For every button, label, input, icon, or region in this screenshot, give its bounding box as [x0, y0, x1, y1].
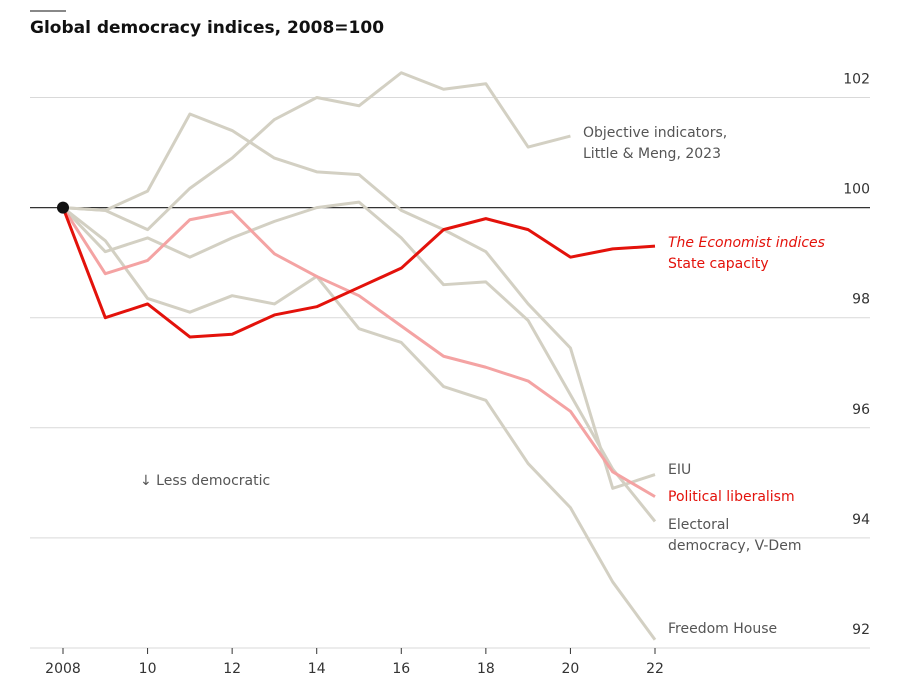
x-tick-label: 22 — [646, 661, 664, 677]
legend-label: Electoral democracy, V-Dem — [668, 517, 802, 554]
y-tick-label: 98 — [852, 292, 870, 308]
series-line — [61, 207, 656, 339]
x-tick-label: 14 — [308, 661, 326, 677]
x-tick-label: 12 — [223, 661, 241, 677]
annotation: ↓ Less democratic — [140, 473, 271, 489]
series-line — [61, 200, 657, 523]
y-tick-label: 102 — [843, 72, 870, 88]
x-tick-label: 2008 — [45, 661, 81, 677]
x-tick-label: 18 — [477, 661, 495, 677]
chart-title: Global democracy indices, 2008=100 — [30, 18, 385, 38]
start-point — [57, 201, 69, 214]
series-line — [62, 206, 657, 641]
series-line — [62, 71, 571, 232]
y-tick-label: 94 — [852, 512, 870, 528]
y-tick-label: 96 — [852, 402, 870, 418]
series-line — [62, 112, 656, 490]
x-tick-label: 10 — [139, 661, 157, 677]
group-label: The Economist indices — [668, 235, 825, 251]
y-tick-label: 100 — [843, 182, 870, 198]
series-line — [61, 206, 656, 498]
legend-label: Political liberalism — [668, 489, 795, 505]
legend-label: EIU — [668, 462, 692, 478]
legend-label: Freedom House — [668, 621, 778, 637]
y-tick-label: 92 — [852, 622, 870, 638]
legend-label: State capacity — [668, 256, 769, 272]
legend-label: Objective indicators, Little & Meng, 202… — [583, 125, 728, 162]
x-tick-label: 16 — [392, 661, 410, 677]
x-tick-label: 20 — [562, 661, 580, 677]
